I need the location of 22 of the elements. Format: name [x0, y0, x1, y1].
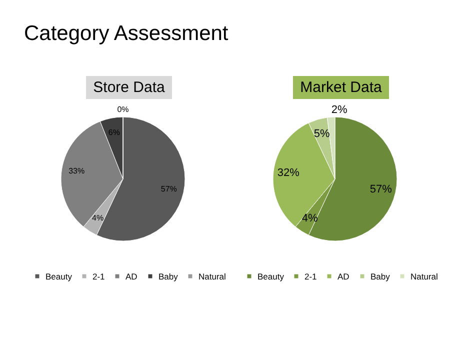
legend-label: 2-1: [304, 271, 317, 282]
text: Category Assessment: [24, 22, 228, 46]
data-label: 2%: [330, 104, 347, 116]
data-label: 57%: [369, 183, 392, 196]
chart-title: Store Data: [86, 76, 172, 99]
legend-label: Natural: [410, 271, 438, 282]
legend-label: Baby: [370, 271, 390, 282]
text: 0%: [116, 105, 128, 114]
data-label: 5%: [313, 128, 330, 140]
legend-label: AD: [337, 271, 349, 282]
data-label: 6%: [108, 128, 120, 137]
legend-label: Beauty: [45, 271, 72, 282]
data-label: 32%: [276, 167, 300, 180]
legend-label: 2-1: [92, 271, 105, 282]
data-label: 4%: [92, 214, 104, 223]
data-label: 57%: [160, 184, 176, 194]
legend-label: Natural: [198, 271, 226, 282]
data-label: 33%: [68, 166, 84, 176]
legend-label: Beauty: [257, 271, 284, 282]
chart-title: Market Data: [293, 76, 389, 99]
legend-label: Baby: [158, 271, 178, 282]
legend-label: AD: [125, 271, 137, 282]
